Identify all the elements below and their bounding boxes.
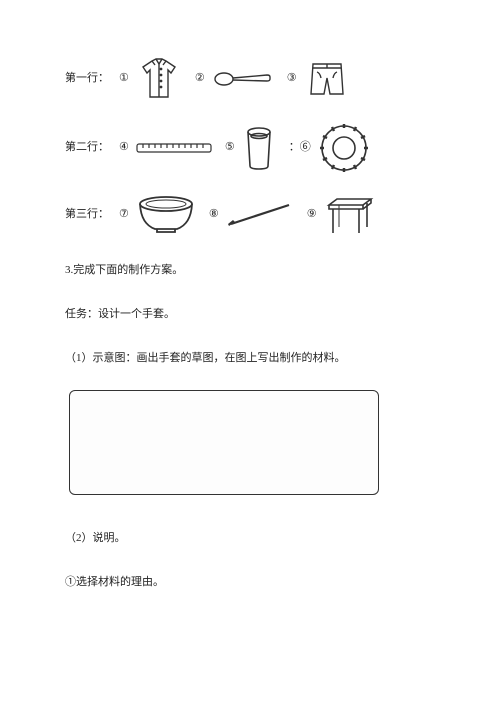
num-9: ⑨ — [307, 205, 317, 225]
row-2-items: ④ ⑤ — [113, 121, 371, 175]
num-2: ② — [195, 69, 205, 89]
num-7: ⑦ — [119, 205, 129, 225]
sub-2: （2）说明。 — [65, 529, 435, 549]
num-5: ⑤ — [225, 138, 235, 158]
table-icon — [323, 193, 377, 237]
tire-icon — [317, 121, 371, 175]
spoon-icon — [211, 62, 275, 96]
num-6: ：⑥ — [289, 138, 311, 158]
row-2-label: 第二行： — [65, 138, 109, 158]
row-3: 第三行： ⑦ ⑧ ⑨ — [65, 193, 435, 237]
num-8: ⑧ — [209, 205, 219, 225]
row-2: 第二行： ④ ⑤ — [65, 121, 435, 175]
shorts-icon — [303, 58, 351, 100]
sub-2a: ①选择材料的理由。 — [65, 573, 435, 593]
answer-box — [69, 390, 379, 495]
num-4: ④ — [119, 138, 129, 158]
bowl-icon — [135, 194, 197, 236]
num-3: ③ — [287, 69, 297, 89]
ruler-icon — [135, 139, 213, 157]
stick-icon — [225, 200, 295, 230]
sub-1: （1）示意图：画出手套的草图，在图上写出制作的材料。 — [65, 349, 435, 369]
task-line: 任务：设计一个手套。 — [65, 305, 435, 325]
question-3: 3.完成下面的制作方案。 — [65, 261, 435, 281]
shirt-icon — [135, 55, 183, 103]
num-1: ① — [119, 69, 129, 89]
row-1-label: 第一行： — [65, 69, 109, 89]
row-3-items: ⑦ ⑧ ⑨ — [113, 193, 377, 237]
row-3-label: 第三行： — [65, 205, 109, 225]
row-1: 第一行： ① ② — [65, 55, 435, 103]
row-1-items: ① ② — [113, 55, 351, 103]
cup-icon — [241, 124, 277, 172]
